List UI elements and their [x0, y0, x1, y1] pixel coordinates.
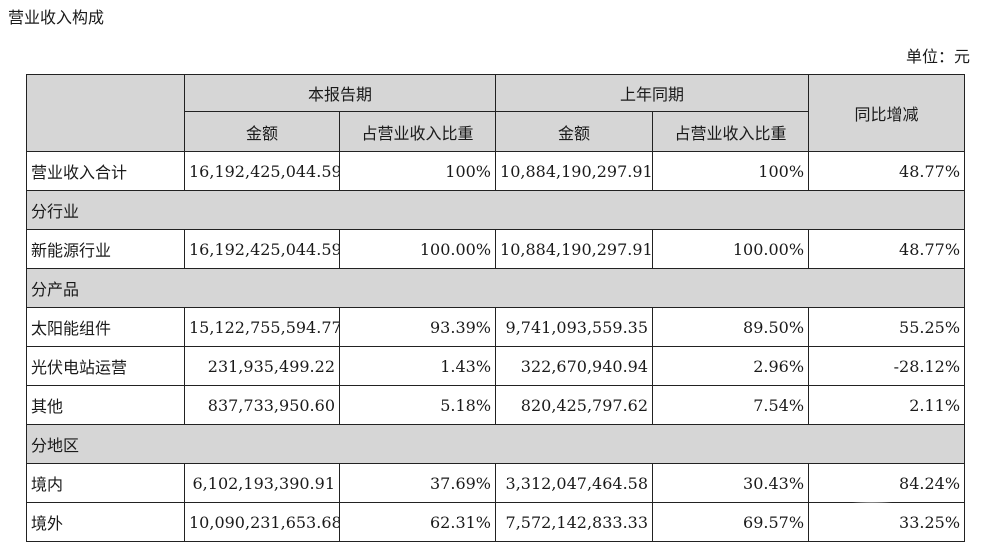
- table-row: 境内 6,102,193,390.91 37.69% 3,312,047,464.58…: [26, 463, 966, 503]
- section-row: 分地区: [25, 424, 966, 464]
- row-label: 太阳能组件: [26, 307, 185, 347]
- current-share-cell: 37.69%: [338, 463, 497, 503]
- current-share-cell: 100.00%: [338, 229, 497, 269]
- current-amount-cell: 231,935,499.22: [184, 346, 340, 386]
- table-row: 光伏电站运营 231,935,499.22 1.43% 322,670,940.94 2…: [26, 346, 966, 386]
- yoy-cell: -28.12%: [808, 346, 966, 386]
- row-label: 新能源行业: [26, 229, 185, 269]
- section-row: 分行业: [25, 190, 966, 230]
- revenue-table: 本报告期 上年同期 同比增减 金额 占营业收入比重 金额 占营业收入比重 营业收…: [25, 74, 966, 542]
- current-period-header: 本报告期: [183, 74, 497, 112]
- yoy-header: 同比增减: [808, 74, 966, 152]
- table-row: 太阳能组件 15,122,755,594.77 93.39% 9,741,093,55…: [26, 307, 966, 347]
- yoy-cell: 55.25%: [808, 307, 966, 347]
- prior-share-cell: 89.50%: [652, 307, 810, 347]
- current-amount-cell: 837,733,950.60: [184, 385, 340, 425]
- prior-amount-cell: 10,884,190,297.91: [495, 229, 654, 269]
- yoy-cell: 84.24%: [808, 463, 966, 503]
- watermark-overlay: [842, 500, 902, 530]
- yoy-cell: 48.77%: [808, 151, 966, 191]
- prior-amount-cell: 7,572,142,833.33: [495, 502, 654, 542]
- current-amount-cell: 16,192,425,044.59: [184, 151, 340, 191]
- prior-amount-cell: 9,741,093,559.35: [495, 307, 654, 347]
- prior-amount-cell: 10,884,190,297.91: [495, 151, 654, 191]
- prior-amount-cell: 820,425,797.62: [495, 385, 654, 425]
- row-label: 光伏电站运营: [26, 346, 185, 386]
- current-share-cell: 93.39%: [338, 307, 497, 347]
- row-label: 境内: [26, 463, 185, 503]
- prior-share-cell: 7.54%: [652, 385, 810, 425]
- table-row: 其他 837,733,950.60 5.18% 820,425,797.62 7.54%…: [26, 385, 966, 425]
- prior-share-cell: 100%: [652, 151, 810, 191]
- prior-amount-cell: 322,670,940.94: [495, 346, 654, 386]
- row-label: 营业收入合计: [26, 151, 185, 191]
- prior-share-cell: 30.43%: [652, 463, 810, 503]
- prior-share-cell: 2.96%: [652, 346, 810, 386]
- yoy-cell: 48.77%: [808, 229, 966, 269]
- current-amount-cell: 6,102,193,390.91: [184, 463, 340, 503]
- prior-share-header: 占营业收入比重: [652, 111, 810, 152]
- section-label: 分地区: [25, 424, 966, 464]
- prior-period-header: 上年同期: [495, 74, 810, 112]
- current-amount-cell: 15,122,755,594.77: [184, 307, 340, 347]
- section-label: 分行业: [25, 190, 966, 230]
- unit-label: 单位：元: [905, 47, 970, 66]
- table-row: 新能源行业 16,192,425,044.59 100.00% 10,884,190,…: [26, 229, 966, 269]
- row-label: 其他: [26, 385, 185, 425]
- table-body: 营业收入合计 16,192,425,044.59 100% 10,884,190,29…: [25, 151, 966, 542]
- current-amount-cell: 10,090,231,653.68: [184, 502, 340, 542]
- current-share-cell: 100%: [338, 151, 497, 191]
- current-share-cell: 1.43%: [338, 346, 497, 386]
- yoy-cell: 2.11%: [808, 385, 966, 425]
- prior-share-cell: 100.00%: [652, 229, 810, 269]
- current-share-cell: 62.31%: [338, 502, 497, 542]
- section-label: 分产品: [25, 268, 966, 308]
- table-row: 境外 10,090,231,653.68 62.31% 7,572,142,833.3…: [26, 502, 966, 542]
- page-title: 营业收入构成: [8, 8, 105, 27]
- corner-cell: [26, 74, 185, 152]
- prior-amount-header: 金额: [495, 111, 654, 152]
- current-amount-cell: 16,192,425,044.59: [184, 229, 340, 269]
- prior-amount-cell: 3,312,047,464.58: [495, 463, 654, 503]
- current-share-cell: 5.18%: [338, 385, 497, 425]
- prior-share-cell: 69.57%: [652, 502, 810, 542]
- current-share-header: 占营业收入比重: [338, 111, 497, 152]
- current-amount-header: 金额: [184, 111, 340, 152]
- table-row: 营业收入合计 16,192,425,044.59 100% 10,884,190,29…: [26, 151, 966, 191]
- section-row: 分产品: [25, 268, 966, 308]
- row-label: 境外: [26, 502, 185, 542]
